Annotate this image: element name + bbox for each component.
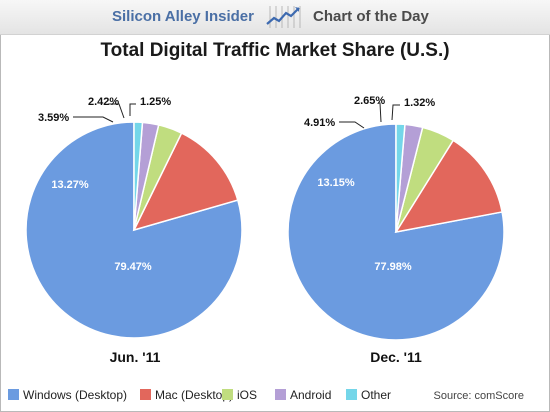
leader-line-other bbox=[391, 104, 400, 121]
legend-label-other: Other bbox=[361, 388, 391, 402]
chart-of-the-day-label: Chart of the Day bbox=[313, 8, 429, 25]
source-note: Source: comScore bbox=[433, 390, 524, 402]
pie-slice-mac-desktop bbox=[132, 132, 239, 232]
pie-label-jun-11: Jun. '11 bbox=[110, 349, 161, 365]
line-chart-icon bbox=[266, 6, 301, 28]
leader-line-other bbox=[129, 103, 136, 116]
leader-line-ios bbox=[339, 121, 365, 129]
pie-slice-other bbox=[395, 123, 406, 233]
slice-label-mac-desktop: 13.15% bbox=[317, 177, 355, 189]
pie-chart-jun-11: 79.47% 13.27% 3.59% 2.42% 1.25% bbox=[25, 96, 243, 339]
header-bar: Silicon Alley Insider Chart of the Day bbox=[0, 0, 550, 35]
legend-label-android: Android bbox=[290, 388, 331, 402]
pie-chart-dec-11: 77.98% 13.15% 4.91% 2.65% 1.32% bbox=[287, 95, 505, 341]
pie-slice-other bbox=[133, 121, 144, 231]
slice-label-ios: 4.91% bbox=[304, 117, 335, 129]
slice-label-android: 2.65% bbox=[354, 95, 385, 107]
slice-label-windows-desktop: 79.47% bbox=[114, 261, 152, 273]
legend-swatch-other bbox=[346, 389, 357, 400]
slice-label-other: 1.32% bbox=[404, 97, 435, 109]
slice-label-mac-desktop: 13.27% bbox=[51, 179, 89, 191]
chart-title: Total Digital Traffic Market Share (U.S.… bbox=[100, 40, 450, 61]
leader-line-android bbox=[378, 102, 382, 123]
legend-label-mac-desktop: Mac (Desktop) bbox=[155, 388, 233, 402]
legend-swatch-windows-desktop bbox=[8, 389, 19, 400]
slice-label-windows-desktop: 77.98% bbox=[374, 261, 412, 273]
slice-label-other: 1.25% bbox=[140, 96, 171, 108]
leader-line-android bbox=[108, 103, 125, 119]
slice-label-ios: 3.59% bbox=[38, 112, 69, 124]
legend-swatch-ios bbox=[222, 389, 233, 400]
slice-label-android: 2.42% bbox=[88, 96, 119, 108]
leader-line-ios bbox=[73, 116, 114, 123]
legend-swatch-mac-desktop bbox=[140, 389, 151, 400]
legend-swatch-android bbox=[275, 389, 286, 400]
pie-slice-mac-desktop bbox=[394, 139, 503, 234]
pie-label-dec-11: Dec. '11 bbox=[370, 349, 422, 365]
legend-label-ios: iOS bbox=[237, 388, 257, 402]
brand-name: Silicon Alley Insider bbox=[112, 8, 254, 25]
legend: Windows (Desktop) Mac (Desktop) iOS Android… bbox=[8, 388, 391, 402]
legend-label-windows-desktop: Windows (Desktop) bbox=[23, 388, 127, 402]
